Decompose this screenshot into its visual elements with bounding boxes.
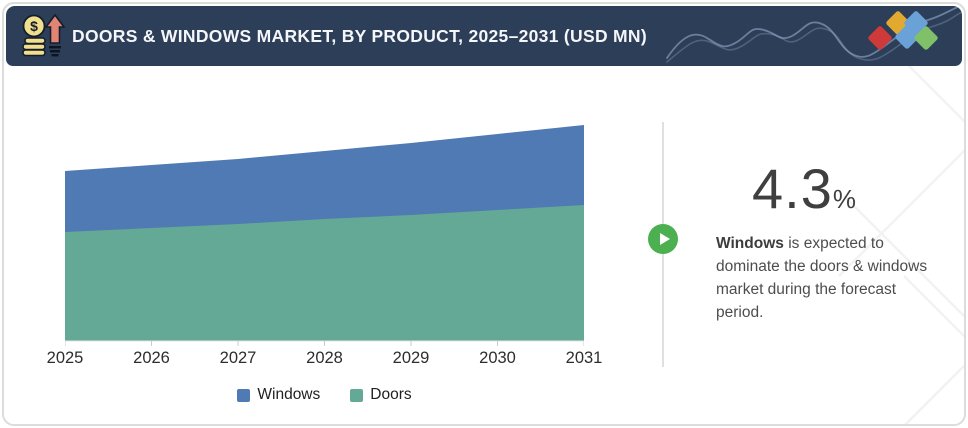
legend-item-windows: Windows bbox=[237, 386, 320, 404]
cagr-value: 4.3 bbox=[752, 157, 833, 220]
x-axis-tick-label: 2027 bbox=[219, 349, 257, 367]
diamond-logo-icon bbox=[868, 11, 938, 50]
x-axis-tick-label: 2031 bbox=[565, 349, 603, 367]
coins-growth-icon: $ bbox=[22, 13, 65, 57]
x-axis-labels: 2025 2026 2027 2028 2029 2030 2031 bbox=[4, 349, 964, 371]
play-icon bbox=[648, 224, 678, 254]
x-axis-tick-label: 2026 bbox=[133, 349, 170, 367]
x-axis-tick-label: 2028 bbox=[306, 349, 343, 367]
percent-sign: % bbox=[832, 184, 856, 214]
header: $ DOORS & WINDOWS MARKET, BY PRODUCT, 20… bbox=[6, 6, 962, 66]
insight-lead: Windows bbox=[716, 235, 784, 252]
x-axis-tick-label: 2029 bbox=[392, 349, 430, 367]
legend-item-doors: Doors bbox=[350, 386, 412, 404]
x-axis-tick-label: 2030 bbox=[479, 349, 516, 367]
stacked-area-chart bbox=[65, 125, 584, 346]
windows-swatch-icon bbox=[237, 388, 251, 402]
doors-swatch-icon bbox=[350, 388, 364, 402]
insight-rest: is expected to dominate the doors & wind… bbox=[716, 235, 928, 321]
page-title: DOORS & WINDOWS MARKET, BY PRODUCT, 2025… bbox=[72, 25, 647, 46]
header-decoration bbox=[666, 6, 962, 63]
legend-label: Doors bbox=[370, 386, 412, 403]
cagr-stat: 4.3% bbox=[692, 156, 916, 221]
x-axis-tick-label: 2025 bbox=[46, 349, 84, 367]
insight-text: Windows is expected to dominate the door… bbox=[716, 232, 931, 324]
chart-legend: Windows Doors bbox=[65, 386, 584, 404]
legend-label: Windows bbox=[257, 386, 321, 403]
svg-text:$: $ bbox=[30, 18, 38, 34]
